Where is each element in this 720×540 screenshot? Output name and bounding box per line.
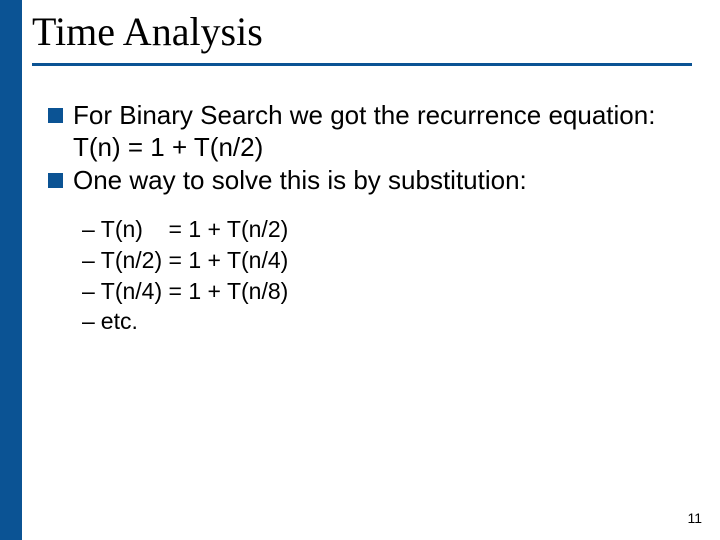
bullet-text: For Binary Search we got the recurrence … bbox=[73, 100, 668, 163]
bullet-item: For Binary Search we got the recurrence … bbox=[48, 100, 668, 163]
square-bullet-icon bbox=[48, 173, 63, 188]
dash-icon: – bbox=[82, 307, 95, 336]
dash-icon: – bbox=[82, 246, 95, 275]
sub-bullet-text: T(n/2) = 1 + T(n/4) bbox=[101, 246, 288, 275]
sub-bullet-text: T(n) = 1 + T(n/2) bbox=[101, 215, 288, 244]
slide-body: For Binary Search we got the recurrence … bbox=[48, 100, 668, 338]
sub-bullet-text: etc. bbox=[101, 307, 138, 336]
page-number: 11 bbox=[687, 510, 702, 526]
left-accent-bar bbox=[0, 0, 22, 540]
sub-bullet-item: – T(n) = 1 + T(n/2) bbox=[82, 215, 668, 244]
slide-title: Time Analysis bbox=[32, 8, 692, 59]
sub-bullet-list: – T(n) = 1 + T(n/2) – T(n/2) = 1 + T(n/4… bbox=[82, 215, 668, 336]
sub-bullet-item: – T(n/2) = 1 + T(n/4) bbox=[82, 246, 668, 275]
square-bullet-icon bbox=[48, 108, 63, 123]
bullet-text: One way to solve this is by substitution… bbox=[73, 165, 527, 197]
dash-icon: – bbox=[82, 277, 95, 306]
bullet-item: One way to solve this is by substitution… bbox=[48, 165, 668, 197]
title-area: Time Analysis bbox=[32, 8, 692, 66]
sub-bullet-text: T(n/4) = 1 + T(n/8) bbox=[101, 277, 288, 306]
sub-bullet-item: – etc. bbox=[82, 307, 668, 336]
slide: Time Analysis For Binary Search we got t… bbox=[0, 0, 720, 540]
sub-bullet-item: – T(n/4) = 1 + T(n/8) bbox=[82, 277, 668, 306]
dash-icon: – bbox=[82, 215, 95, 244]
title-underline bbox=[32, 63, 692, 66]
